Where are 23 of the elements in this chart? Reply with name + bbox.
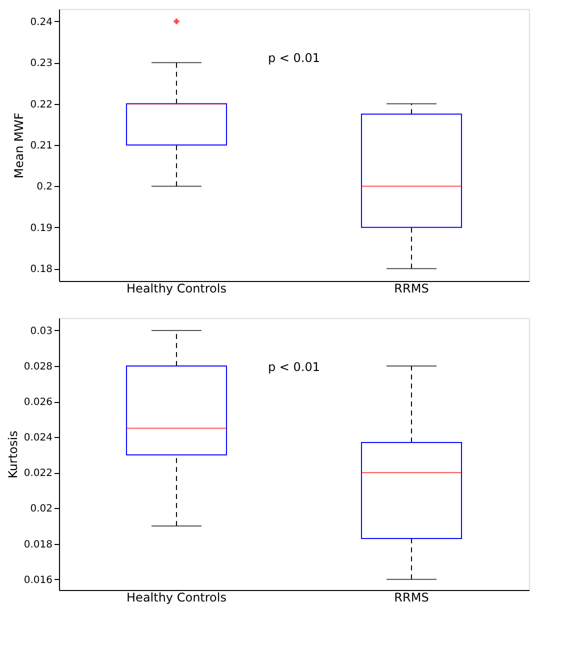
y-tick-label: 0.22 [30, 99, 52, 110]
y-tick-label: 0.24 [30, 16, 52, 28]
y-tick-label: 0.19 [30, 222, 52, 234]
x-tick-label: Healthy Controls [126, 590, 226, 604]
y-tick-label: 0.026 [24, 397, 52, 408]
y-axis-title: Mean MWF [12, 112, 26, 178]
y-tick-label: 0.03 [30, 326, 52, 337]
annotation: p < 0.01 [268, 360, 320, 374]
y-tick-label: 0.016 [24, 574, 52, 586]
y-tick-label: 0.022 [24, 468, 52, 480]
x-tick-label: RRMS [394, 590, 429, 604]
x-tick-label: RRMS [394, 282, 429, 296]
y-tick-label: 0.23 [30, 58, 52, 70]
y-tick-label: 0.024 [24, 432, 52, 444]
y-tick-label: 0.2 [36, 182, 52, 193]
y-tick-label: 0.02 [30, 504, 52, 515]
y-axis-title: Kurtosis [6, 430, 20, 478]
y-tick-label: 0.028 [24, 362, 52, 372]
y-tick-label: 0.018 [24, 539, 52, 550]
annotation: p < 0.01 [268, 50, 320, 65]
x-tick-label: Healthy Controls [126, 282, 226, 296]
y-tick-label: 0.21 [30, 140, 52, 152]
y-tick-label: 0.18 [30, 264, 52, 276]
